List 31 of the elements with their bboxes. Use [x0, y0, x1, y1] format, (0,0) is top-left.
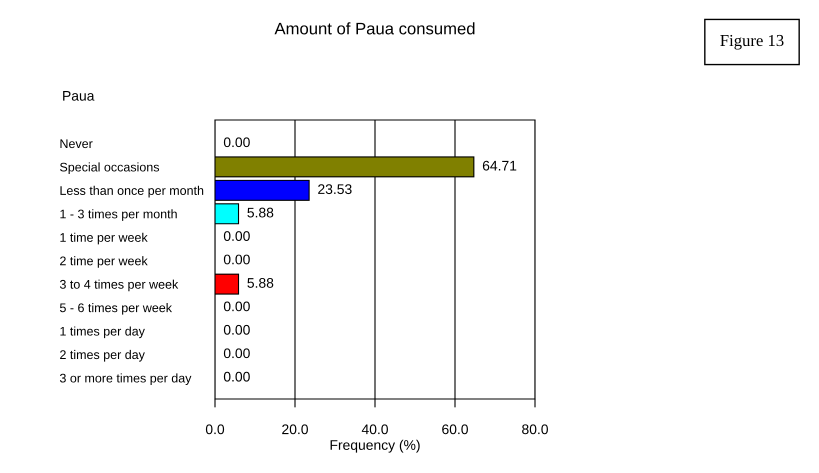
- x-tick-label: 80.0: [522, 424, 548, 434]
- y-tick-label: 3 or more times per day: [60, 373, 192, 386]
- data-label: 0.00: [224, 372, 250, 382]
- x-axis-title: Frequency (%): [330, 440, 420, 453]
- x-tick-label: 20.0: [282, 424, 308, 434]
- y-tick-label: 3 to 4 times per week: [60, 280, 178, 292]
- y-tick-label: 1 times per day: [60, 326, 145, 338]
- data-label: 5.88: [247, 208, 274, 218]
- data-label: 0.00: [224, 137, 250, 148]
- y-tick-label: Never: [60, 139, 93, 148]
- y-tick-label: 1 - 3 times per month: [60, 209, 177, 221]
- data-label: 0.00: [224, 301, 250, 312]
- y-tick-label: 2 time per week: [60, 256, 148, 268]
- data-label: 0.00: [224, 254, 250, 264]
- x-tick-label: 60.0: [442, 424, 468, 434]
- y-tick-label: 5 - 6 times per week: [60, 303, 172, 315]
- y-tick-label: 1 time per week: [60, 232, 148, 244]
- y-tick-label: Less than once per month: [60, 186, 204, 198]
- data-label: 5.88: [247, 278, 274, 288]
- data-label: 64.71: [482, 160, 516, 171]
- chart-title: Amount of Paua consumed: [274, 22, 474, 34]
- x-tick-label: 0.0: [206, 424, 224, 434]
- data-label: 0.00: [224, 231, 250, 241]
- data-label: 0.00: [224, 324, 250, 335]
- data-label: 0.00: [224, 348, 250, 358]
- y-tick-label: 2 times per day: [60, 350, 145, 362]
- text: Paua: [63, 91, 94, 101]
- y-tick-label: Special occasions: [60, 162, 160, 174]
- caption: Figure 13: [720, 34, 784, 50]
- data-label: 23.53: [318, 184, 352, 194]
- x-tick-label: 40.0: [362, 424, 388, 434]
